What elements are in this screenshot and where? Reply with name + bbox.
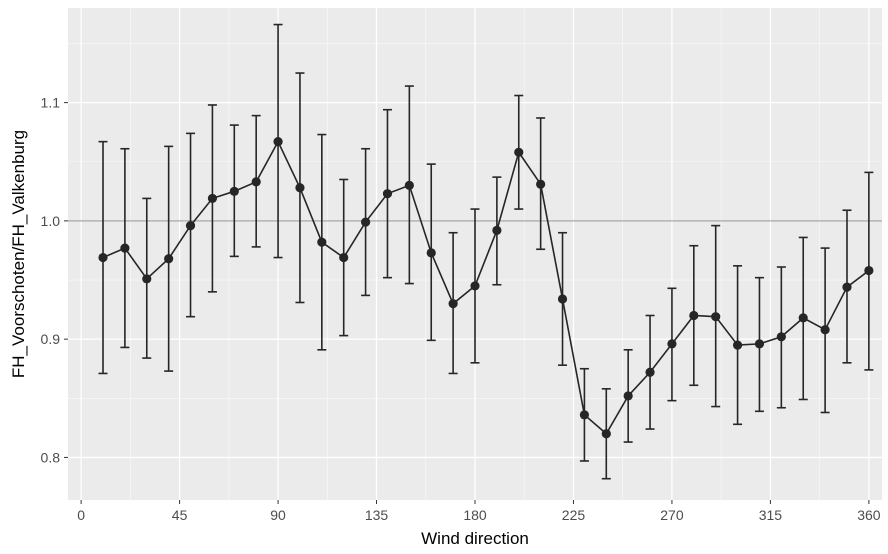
y-tick-label: 0.8 — [41, 449, 61, 465]
x-axis-title: Wind direction — [421, 529, 529, 548]
data-point — [164, 254, 174, 264]
data-point — [732, 340, 743, 350]
x-tick-label: 360 — [857, 507, 881, 523]
y-axis-title: FH_Voorschoten/FH_Valkenburg — [9, 130, 28, 378]
data-point — [492, 225, 502, 235]
x-tick-label: 45 — [172, 507, 188, 523]
data-point — [142, 274, 152, 284]
data-point — [820, 325, 830, 335]
y-tick-label: 1.0 — [41, 213, 61, 229]
data-point — [448, 299, 458, 309]
y-tick-label: 0.9 — [41, 331, 61, 347]
x-axis-ticks: 0 45 90 135 180 225 270 315 360 — [77, 500, 881, 523]
data-point — [360, 217, 371, 227]
data-point — [229, 186, 239, 196]
x-tick-label: 0 — [77, 507, 85, 523]
data-point — [426, 248, 436, 258]
data-point — [404, 180, 414, 191]
x-tick-label: 180 — [463, 507, 487, 523]
data-point — [317, 237, 327, 247]
x-tick-label: 135 — [365, 507, 389, 523]
data-point — [536, 179, 546, 189]
data-point — [864, 265, 874, 276]
data-point — [295, 183, 305, 193]
data-point — [207, 193, 218, 204]
data-point — [623, 391, 633, 401]
x-tick-label: 270 — [660, 507, 684, 523]
data-points — [98, 137, 874, 439]
data-point — [273, 137, 283, 147]
data-point — [754, 339, 765, 349]
data-point — [98, 252, 108, 263]
data-point — [470, 281, 480, 291]
data-point — [557, 294, 568, 304]
data-point — [120, 243, 130, 253]
data-point — [382, 189, 393, 199]
y-axis-ticks: 0.8 0.9 1.0 1.1 — [41, 95, 68, 465]
data-point — [601, 429, 611, 439]
x-tick-label: 315 — [759, 507, 783, 523]
data-point — [776, 332, 786, 342]
x-tick-label: 225 — [562, 507, 586, 523]
data-point — [711, 312, 721, 322]
x-tick-label: 90 — [270, 507, 286, 523]
data-point — [514, 147, 524, 157]
data-point — [185, 221, 196, 231]
y-tick-label: 1.1 — [41, 95, 61, 111]
data-point — [798, 313, 808, 323]
data-point — [842, 282, 852, 292]
data-point — [339, 252, 349, 263]
data-point — [667, 339, 677, 349]
data-point — [251, 177, 261, 187]
data-point — [689, 310, 699, 321]
data-point — [579, 410, 590, 420]
data-point — [645, 367, 655, 377]
